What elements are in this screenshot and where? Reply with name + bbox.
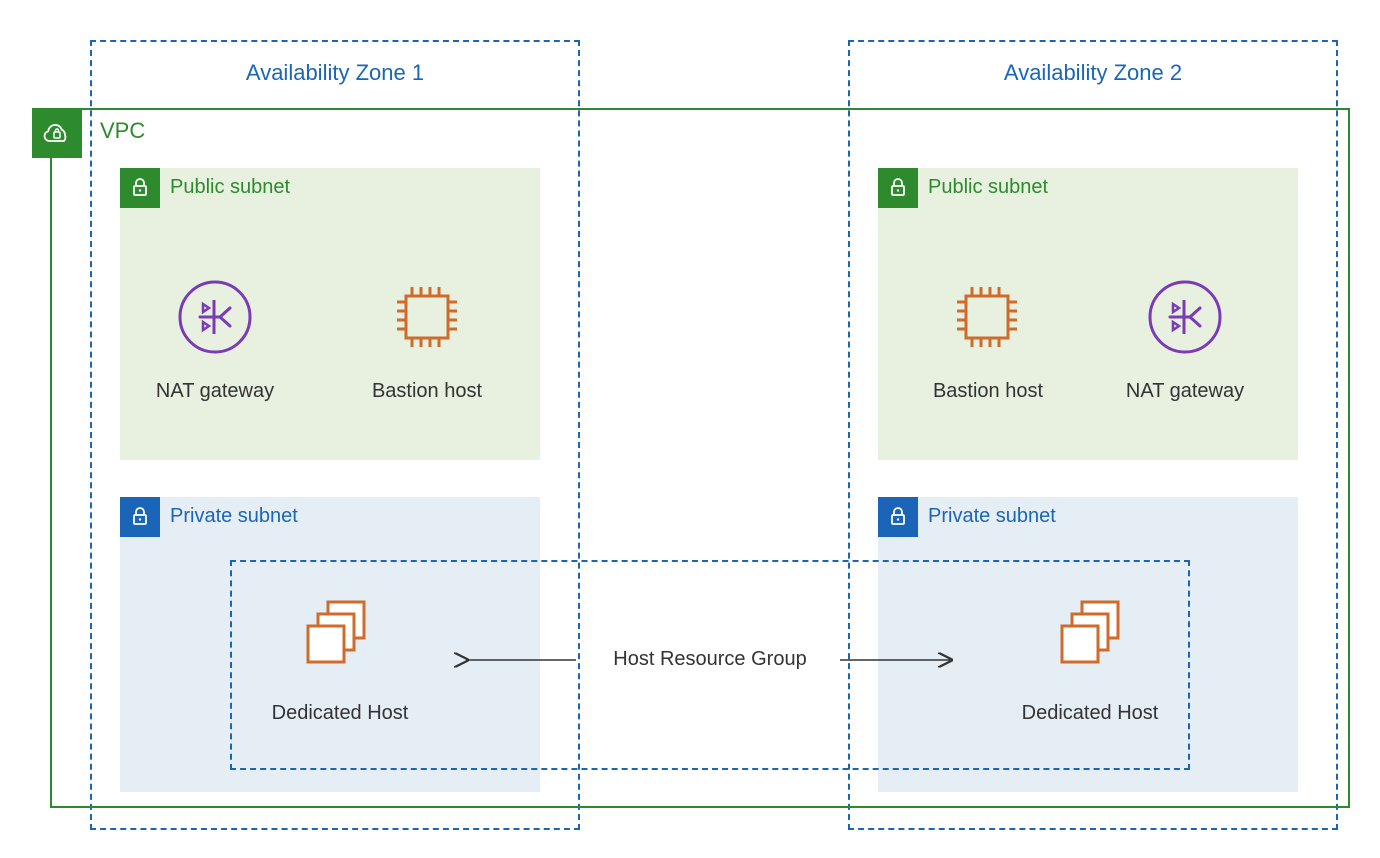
az1-label: Availability Zone 1: [92, 60, 578, 86]
nat-gateway-2-label: NAT gateway: [1115, 380, 1255, 403]
vpc-label: VPC: [100, 118, 145, 144]
dedicated-host-2-label: Dedicated Host: [1000, 702, 1180, 725]
bastion-host-2-label: Bastion host: [918, 380, 1058, 403]
public-subnet-1-icon: [120, 168, 160, 208]
bastion-host-2-icon: [948, 278, 1026, 361]
bastion-host-1-icon: [388, 278, 466, 361]
private-subnet-2-label: Private subnet: [928, 505, 1056, 528]
public-subnet-2-label: Public subnet: [928, 176, 1048, 199]
private-subnet-1-icon: [120, 497, 160, 537]
dedicated-host-1-icon: [294, 592, 380, 683]
az2-label: Availability Zone 2: [850, 60, 1336, 86]
hrg-label: Host Resource Group: [590, 648, 830, 671]
bastion-host-1-label: Bastion host: [357, 380, 497, 403]
dedicated-host-1-label: Dedicated Host: [250, 702, 430, 725]
public-subnet-2-icon: [878, 168, 918, 208]
nat-gateway-2-icon: [1146, 278, 1224, 361]
public-subnet-2-box: [878, 168, 1298, 460]
dedicated-host-2-icon: [1048, 592, 1134, 683]
nat-gateway-1-label: NAT gateway: [145, 380, 285, 403]
vpc-icon: [32, 108, 82, 158]
private-subnet-2-icon: [878, 497, 918, 537]
private-subnet-1-label: Private subnet: [170, 505, 298, 528]
nat-gateway-1-icon: [176, 278, 254, 361]
public-subnet-1-label: Public subnet: [170, 176, 290, 199]
